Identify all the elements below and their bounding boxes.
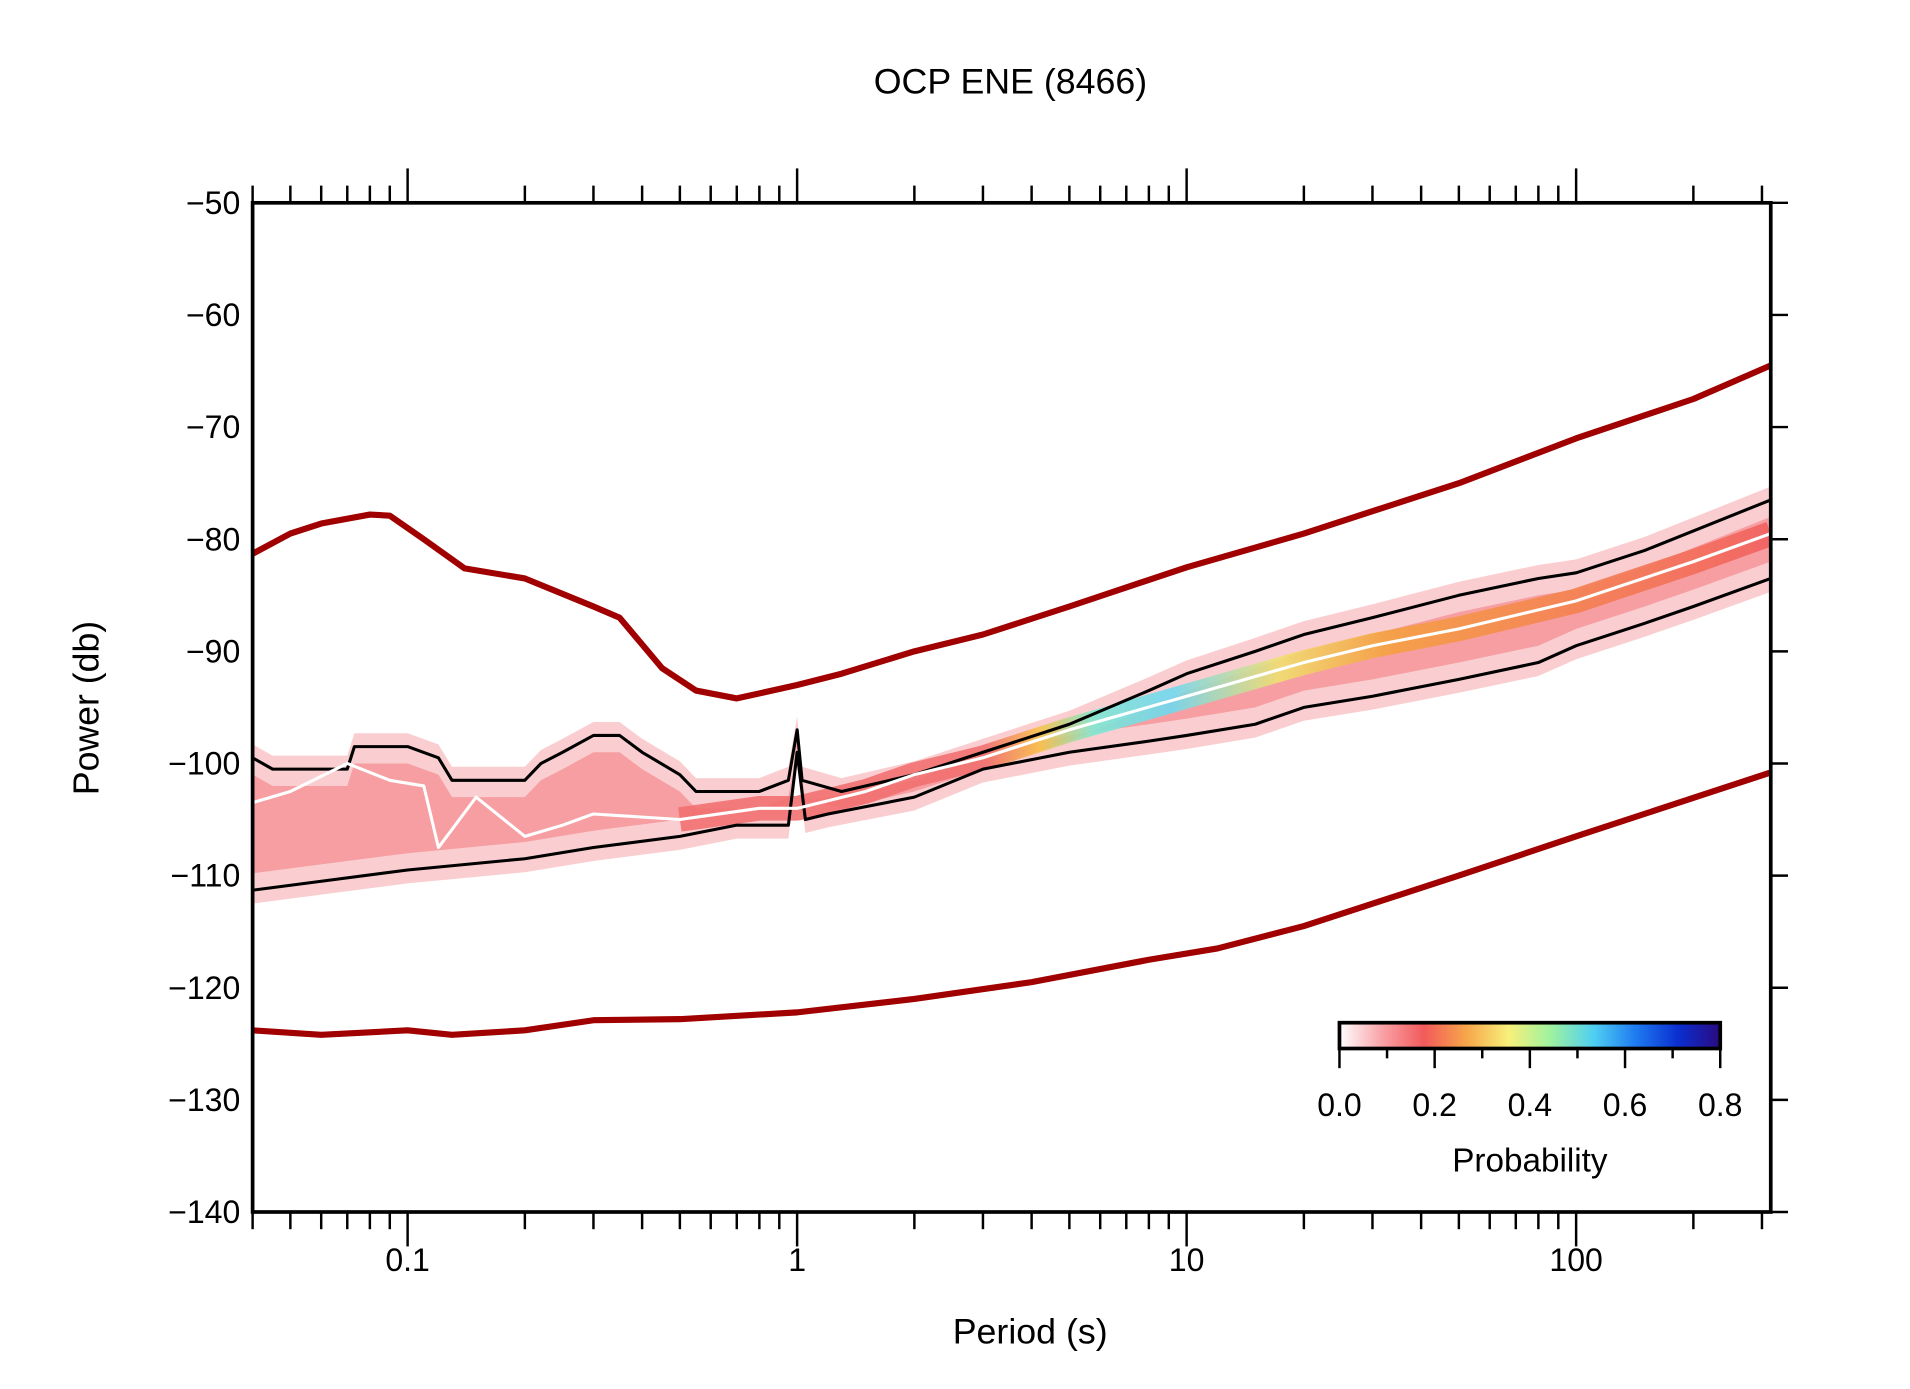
series-90th-percentile [252,498,1771,794]
colorbar-tick-label: 0.6 [1603,1087,1648,1123]
x-tick-label: 10 [1169,1242,1205,1278]
series-nlnm [252,769,1771,1038]
colorbar-legend: 0.0 0.2 0.4 0.6 0.8 Probability [1317,1020,1743,1179]
y-tick-label: −50 [186,185,240,221]
colorbar-gradient [1337,1020,1723,1051]
colorbar-tick-label: 0.0 [1317,1087,1362,1123]
y-tick-label: −80 [186,521,240,557]
y-tick-label: −130 [168,1082,240,1118]
x-tick-label: 100 [1549,1242,1602,1278]
colorbar-tick-label: 0.4 [1508,1087,1553,1123]
series-nhnm [252,362,1771,702]
pdf-band-inner [252,516,1771,874]
y-tick-label: −140 [168,1194,240,1230]
x-tick-label: 0.1 [385,1242,430,1278]
chart-title: OCP ENE (8466) [874,61,1147,101]
colorbar-label: Probability [1452,1142,1608,1179]
x-axis-label: Period (s) [953,1312,1108,1352]
y-tick-label: −60 [186,297,240,333]
y-tick-label: −120 [168,970,240,1006]
colorbar-tick-label: 0.8 [1698,1087,1743,1123]
y-axis-label: Power (db) [67,621,107,795]
y-tick-label: −70 [186,409,240,445]
series-mode [252,532,1771,850]
colorbar-tick-label: 0.2 [1412,1087,1457,1123]
y-tick-label: −100 [168,746,240,782]
plot-frame [250,200,1773,1214]
series-10th-percentile [252,577,1771,892]
y-tick-label: −90 [186,633,240,669]
x-tick-label: 1 [788,1242,806,1278]
y-tick-label: −110 [171,858,241,894]
